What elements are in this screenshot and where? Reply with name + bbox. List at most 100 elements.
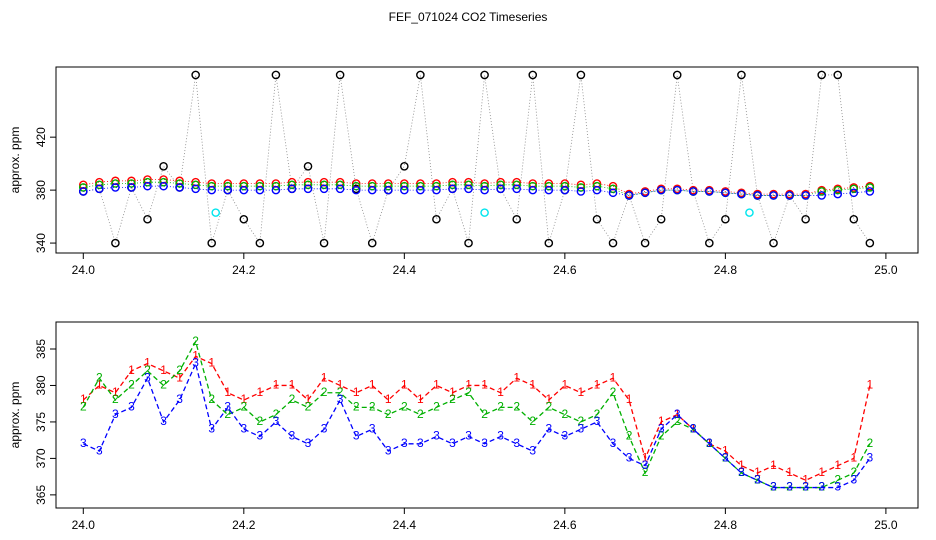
point (416, 70, 425, 80)
point-marker: 2 (80, 400, 87, 414)
point (400, 161, 409, 171)
point (127, 183, 136, 192)
y-tick-label: 370 (34, 448, 48, 468)
point (560, 181, 570, 191)
point (400, 185, 409, 195)
point-marker: 2 (273, 407, 280, 421)
y-tick-label: 375 (34, 412, 48, 432)
point-marker: 2 (240, 400, 247, 414)
point (175, 183, 184, 192)
point-marker: 3 (160, 414, 167, 428)
point (528, 70, 538, 80)
x-tick-label: 24.0 (72, 518, 96, 532)
point (721, 188, 730, 198)
point (207, 181, 217, 191)
point-marker: 1 (160, 363, 167, 377)
point (705, 238, 714, 248)
point (737, 189, 746, 199)
point-marker: 2 (305, 400, 312, 414)
point-marker: 2 (818, 480, 825, 494)
point (865, 187, 875, 196)
x-tick-label: 24.4 (393, 263, 417, 277)
point-marker: 3 (754, 472, 761, 486)
point (721, 214, 730, 224)
point-marker: 3 (257, 429, 264, 443)
point (211, 208, 221, 217)
point-marker: 2 (224, 407, 231, 421)
point (592, 181, 602, 191)
point-marker: 1 (465, 378, 472, 392)
point (496, 184, 505, 194)
point-marker: 1 (337, 378, 344, 392)
point (143, 177, 152, 187)
point-marker: 1 (80, 392, 87, 406)
point-marker: 3 (208, 421, 215, 435)
point-marker: 1 (401, 378, 408, 392)
point-marker: 3 (385, 443, 392, 457)
y-axis-label: approx. ppm (8, 127, 22, 194)
point (255, 185, 265, 195)
point-marker: 3 (786, 480, 793, 494)
point-marker: 3 (770, 480, 777, 494)
point (191, 70, 200, 80)
point-marker: 2 (144, 363, 151, 377)
point (512, 184, 521, 194)
point-marker: 2 (289, 392, 296, 406)
y-tick-label: 365 (34, 485, 48, 505)
point-marker: 3 (240, 421, 247, 435)
point-marker: 3 (321, 421, 328, 435)
point-marker: 3 (112, 407, 119, 421)
point (319, 238, 329, 248)
point-marker: 3 (866, 451, 873, 465)
point-marker: 1 (658, 414, 665, 428)
point (432, 181, 441, 191)
point (143, 181, 152, 191)
point-marker: 3 (192, 356, 199, 370)
series-line (83, 74, 871, 245)
point (95, 184, 104, 194)
point (817, 187, 826, 196)
point-marker: 3 (96, 443, 103, 457)
point-marker: 1 (369, 378, 376, 392)
point-marker: 3 (128, 400, 135, 414)
point-marker: 3 (337, 392, 344, 406)
series-line (83, 185, 870, 196)
point-marker: 1 (176, 370, 183, 384)
point (111, 179, 120, 188)
point (849, 188, 859, 198)
point-marker: 1 (674, 407, 681, 421)
point (576, 70, 586, 80)
point (801, 191, 810, 200)
point (785, 191, 794, 200)
point-marker: 2 (642, 465, 649, 479)
point (239, 214, 249, 224)
point-marker: 2 (738, 465, 745, 479)
point-marker: 3 (273, 414, 280, 428)
point-marker: 1 (208, 356, 215, 370)
point (319, 184, 329, 194)
point-marker: 2 (594, 407, 601, 421)
point-marker: 3 (513, 436, 520, 450)
point (111, 238, 120, 248)
point (335, 70, 345, 80)
point-marker: 1 (240, 392, 247, 406)
point-marker: 2 (610, 385, 617, 399)
point-marker: 3 (610, 436, 617, 450)
point (239, 181, 249, 191)
point (480, 185, 489, 195)
point-marker: 3 (305, 436, 312, 450)
point (335, 184, 345, 194)
point-marker: 1 (481, 378, 488, 392)
y-tick-label: 380 (34, 375, 48, 395)
point-marker: 2 (513, 400, 520, 414)
point (576, 187, 586, 196)
point-marker: 2 (786, 480, 793, 494)
y-tick-label: 340 (34, 233, 48, 253)
point-marker: 1 (289, 378, 296, 392)
point (849, 184, 859, 194)
point (143, 214, 152, 224)
point (640, 188, 650, 198)
point (111, 183, 120, 192)
point (367, 181, 377, 191)
